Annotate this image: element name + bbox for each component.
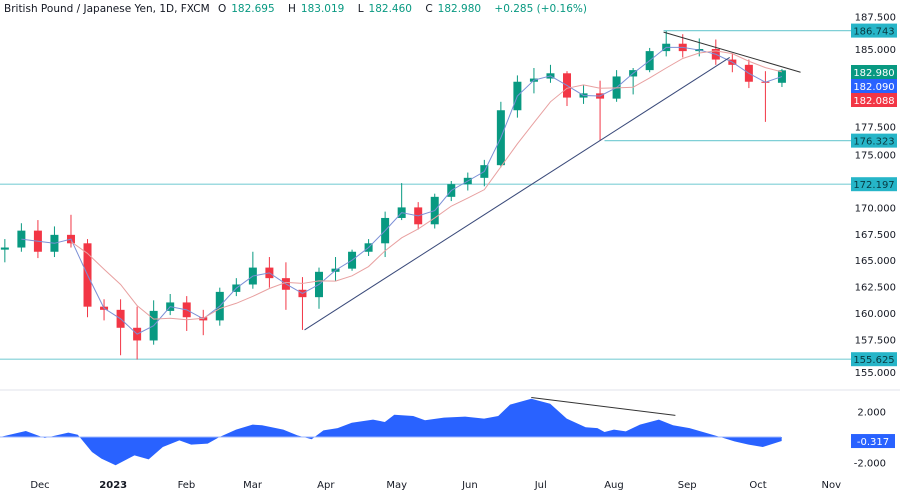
price-label-box: [851, 79, 897, 93]
low-prefix: L: [357, 3, 364, 15]
osc-y-tick-label: -2.000: [854, 459, 886, 470]
open-prefix: O: [217, 3, 227, 15]
candle-body: [0, 247, 9, 250]
x-tick-label: Nov: [822, 480, 842, 491]
y-tick-label: 162.500: [855, 283, 896, 294]
y-tick-label: 165.000: [855, 256, 896, 267]
osc-y-tick-label: 2.000: [857, 408, 886, 419]
chart-legend: British Pound / Japanese Yen, 1D, FXCM O…: [4, 3, 592, 15]
x-tick-label: Jul: [534, 480, 547, 491]
y-tick-label: 175.000: [855, 151, 896, 162]
x-tick-label: Mar: [243, 480, 263, 491]
x-tick-label: Jun: [461, 480, 478, 491]
y-tick-label: 177.500: [855, 123, 896, 134]
level-label: 172.197: [853, 180, 894, 191]
y-tick-label: 185.000: [855, 45, 896, 56]
symbol-title: British Pound / Japanese Yen, 1D, FXCM: [4, 3, 210, 15]
change-value: +0.285 (+0.16%): [494, 3, 587, 15]
open-value: 182.695: [231, 3, 275, 15]
trendline: [663, 31, 801, 73]
level-label-box: [851, 133, 897, 148]
level-label-box: [851, 23, 897, 38]
oscillator-area: [0, 398, 782, 466]
low-value: 182.460: [368, 3, 412, 15]
level-label: 186.743: [853, 27, 894, 38]
level-label-box: [851, 177, 897, 192]
y-tick-label: 160.000: [855, 309, 896, 320]
x-tick-label: Oct: [749, 480, 766, 491]
price-label-box: [851, 93, 897, 107]
close-prefix: C: [425, 3, 433, 15]
x-tick-label: 2023: [99, 480, 127, 491]
price-label-box: [851, 65, 897, 79]
level-label-box: [851, 352, 897, 367]
level-label: 176.323: [853, 137, 894, 148]
oscillator-value-label: -0.317: [857, 437, 889, 448]
trendline: [304, 57, 730, 331]
y-tick-label: 155.000: [855, 368, 896, 379]
price-label: 182.088: [853, 96, 894, 107]
close-value: 182.980: [437, 3, 482, 15]
high-prefix: H: [288, 3, 296, 15]
x-tick-label: May: [386, 480, 407, 491]
y-tick-label: 157.500: [855, 335, 896, 346]
price-label: 182.090: [853, 82, 894, 93]
oscillator-value-box: [851, 434, 895, 449]
y-tick-label: 167.500: [855, 230, 896, 241]
level-label: 155.625: [853, 355, 894, 366]
moving-average-fast-line: [21, 46, 783, 335]
moving-average-slow-line: [70, 50, 783, 321]
y-tick-label: 170.000: [855, 203, 896, 214]
x-tick-label: Aug: [604, 480, 624, 491]
oscillator-divergence-line: [531, 396, 676, 416]
x-tick-label: Feb: [178, 480, 196, 491]
y-tick-label: 187.500: [855, 13, 896, 24]
high-value: 183.019: [300, 3, 345, 15]
price-label: 182.980: [853, 68, 894, 79]
x-tick-label: Dec: [30, 480, 49, 491]
x-tick-label: Sep: [678, 480, 697, 491]
x-tick-label: Apr: [317, 480, 335, 491]
